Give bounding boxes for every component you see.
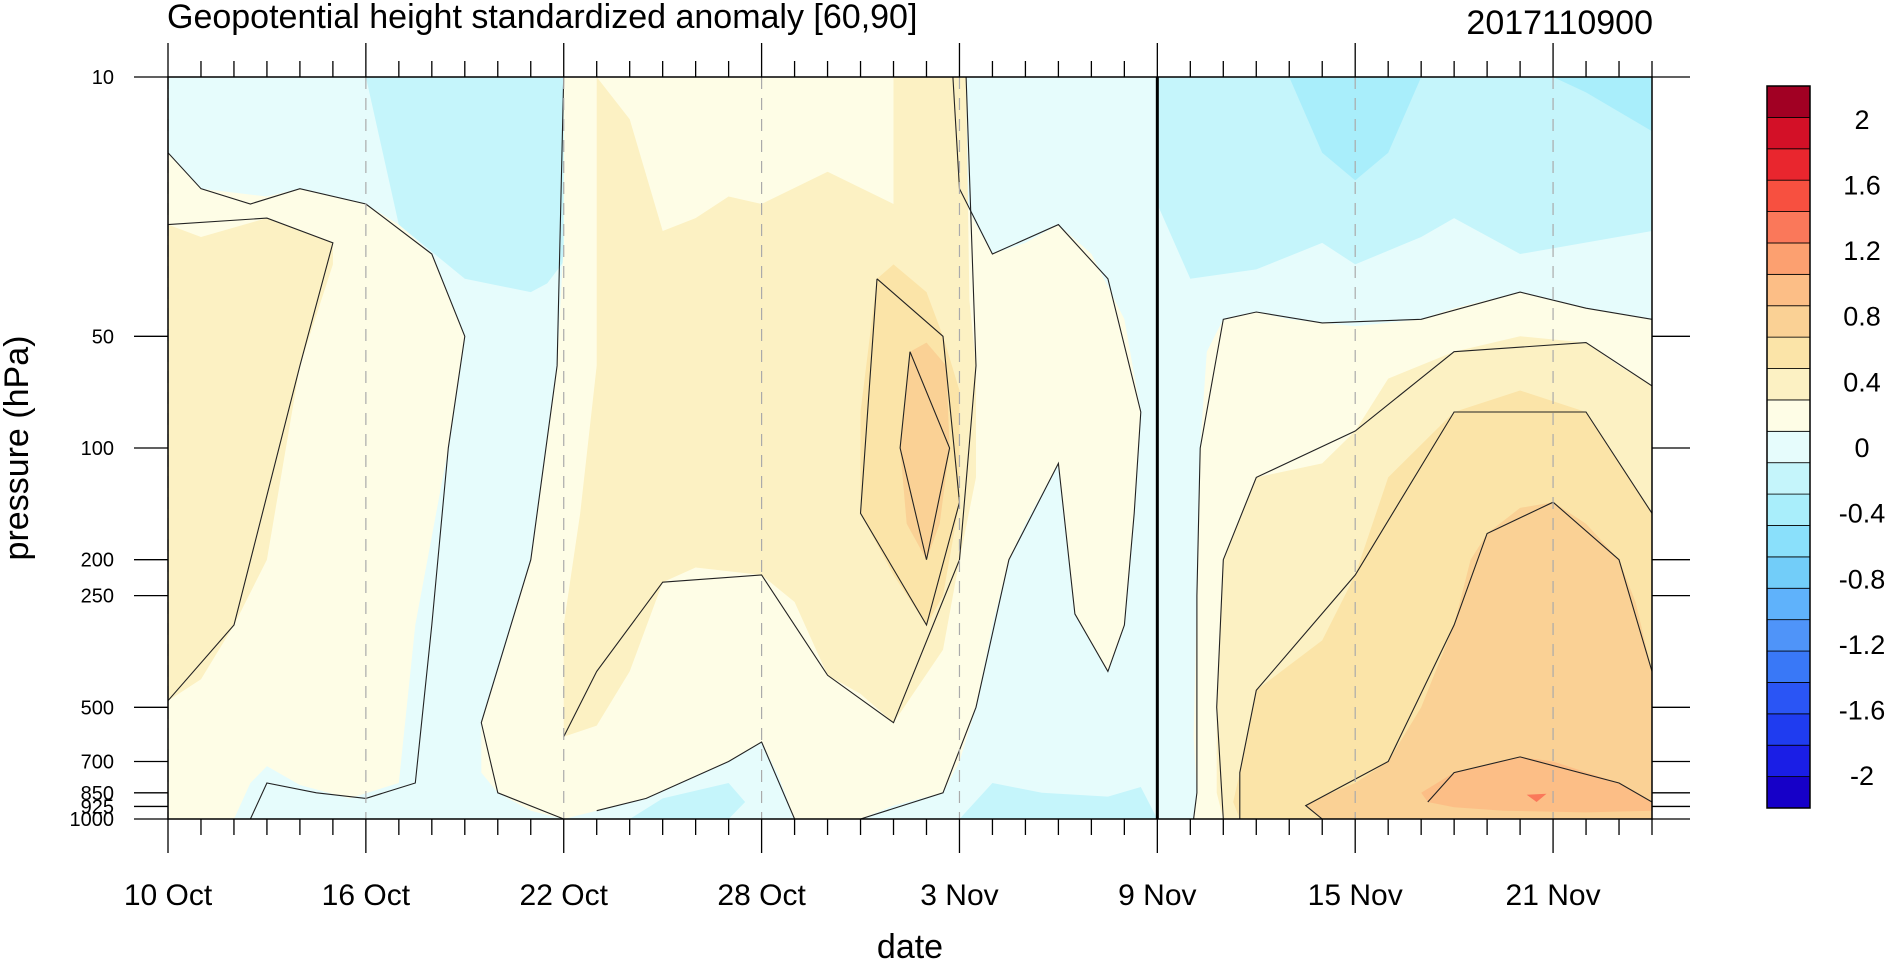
colorbar-label: -1.2	[1839, 630, 1886, 660]
colorbar-box	[1766, 556, 1811, 589]
contour-region-16	[1421, 756, 1652, 813]
colorbar-box	[1766, 273, 1811, 307]
colorbar-label: 0	[1854, 433, 1869, 463]
colorbar-frame	[1766, 85, 1811, 809]
contour-region-9	[168, 218, 333, 701]
contour-fill-regions	[168, 77, 1652, 819]
x-tick-label: 28 Oct	[717, 879, 806, 912]
x-tick-label: 16 Oct	[322, 879, 411, 912]
contour-line-3	[860, 77, 1142, 819]
contour-line-10	[1427, 756, 1652, 803]
colorbar-label: 1.6	[1843, 170, 1881, 200]
colorbar-box	[1766, 713, 1811, 746]
colorbar-box	[1766, 148, 1811, 181]
y-tick-label: 500	[81, 697, 114, 719]
colorbar-box	[1766, 242, 1811, 275]
x-tick-label: 21 Nov	[1506, 879, 1601, 912]
colorbar-box	[1766, 525, 1811, 558]
colorbar-box	[1766, 179, 1811, 212]
colorbar-box	[1766, 619, 1811, 652]
colorbar-box	[1766, 211, 1811, 244]
x-axis-ticks: 10 Oct 16 Oct 22 Oct 28 Oct 3 Nov 9 Nov 15 Nov…	[124, 43, 1653, 912]
colorbar-box	[1766, 493, 1811, 526]
colorbar-label: -0.4	[1839, 499, 1886, 529]
contour-line-5	[168, 217, 334, 702]
y-tick-label: 100	[81, 438, 114, 460]
colorbar-label: 0.4	[1843, 367, 1881, 397]
analysis-date-label: 2017110900	[1466, 4, 1653, 42]
colorbar-label: 0.8	[1843, 302, 1881, 332]
contour-lines	[168, 77, 1652, 819]
contour-region-4	[959, 783, 1158, 819]
colorbar-box	[1766, 368, 1811, 401]
colorbar-box	[1766, 650, 1811, 683]
colorbar-box	[1766, 336, 1811, 369]
x-axis-title: date	[877, 928, 943, 963]
colorbar-box	[1766, 116, 1811, 150]
contour-line-2	[596, 741, 796, 819]
y-axis-title: pressure (hPa)	[0, 336, 36, 561]
y-tick-label: 200	[81, 550, 114, 572]
contour-region-1	[1157, 77, 1652, 279]
contour-line-1	[480, 77, 565, 819]
y-tick-label: 700	[81, 752, 114, 774]
x-tick-label: 3 Nov	[920, 879, 998, 912]
x-tick-label: 22 Oct	[520, 879, 609, 912]
colorbar-box	[1766, 462, 1811, 495]
contour-region-17	[1526, 793, 1547, 802]
colorbar-box	[1766, 305, 1811, 338]
colorbar: 2 1.6 1.2 0.8 0.4 0 -0.4 -0.8 -1.2 -1.6 -2	[1766, 85, 1886, 809]
contour-line-0	[168, 152, 466, 819]
colorbar-box	[1766, 682, 1811, 715]
colorbar-box	[1766, 430, 1811, 464]
contour-line-8	[1239, 411, 1652, 819]
contour-region-0	[365, 77, 597, 293]
y-tick-label: 10	[92, 67, 114, 89]
colorbar-label: 2	[1854, 105, 1869, 135]
contour-region-15	[1305, 502, 1652, 819]
contour-line-12	[899, 351, 951, 560]
y-tick-label: 1000	[70, 809, 115, 831]
contour-line-11	[859, 278, 961, 627]
colorbar-label: 1.2	[1843, 236, 1881, 266]
contour-region-5	[629, 783, 746, 819]
colorbar-box	[1766, 85, 1811, 118]
y-tick-label: 850	[81, 783, 114, 805]
contour-line-4	[1193, 291, 1652, 819]
colorbar-box	[1766, 744, 1811, 778]
x-tick-label: 9 Nov	[1118, 879, 1196, 912]
y-tick-label: 50	[92, 326, 114, 348]
x-tick-label: 10 Oct	[124, 879, 213, 912]
contour-line-6	[563, 77, 977, 737]
colorbar-label: -0.8	[1839, 564, 1886, 594]
y-tick-label: 250	[81, 586, 114, 608]
x-tick-label: 15 Nov	[1308, 879, 1403, 912]
contour-line-7	[1216, 342, 1652, 819]
colorbar-label: -2	[1850, 761, 1874, 791]
plot-area	[168, 77, 1652, 819]
chart-title: Geopotential height standardized anomaly…	[167, 0, 917, 36]
colorbar-box	[1766, 399, 1811, 432]
contour-line-9	[1304, 501, 1652, 819]
colorbar-box	[1766, 587, 1811, 621]
contour-region-10	[563, 77, 976, 737]
colorbar-label: -1.6	[1839, 696, 1886, 726]
colorbar-box	[1766, 776, 1811, 809]
contour-region-3	[1553, 77, 1652, 132]
y-tick-label: 925	[81, 796, 114, 818]
